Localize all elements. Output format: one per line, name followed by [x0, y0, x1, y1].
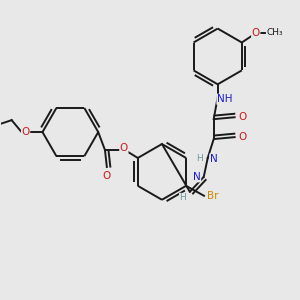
Text: O: O	[22, 127, 30, 137]
Text: CH₃: CH₃	[266, 28, 283, 37]
Text: H: H	[179, 193, 186, 202]
Text: O: O	[120, 143, 128, 153]
Text: O: O	[238, 132, 247, 142]
Text: O: O	[252, 28, 260, 38]
Text: NH: NH	[217, 94, 233, 104]
Text: O: O	[238, 112, 247, 122]
Text: H: H	[196, 154, 203, 164]
Text: O: O	[103, 171, 111, 181]
Text: Br: Br	[207, 191, 219, 201]
Text: N: N	[210, 154, 218, 164]
Text: N: N	[193, 172, 201, 182]
